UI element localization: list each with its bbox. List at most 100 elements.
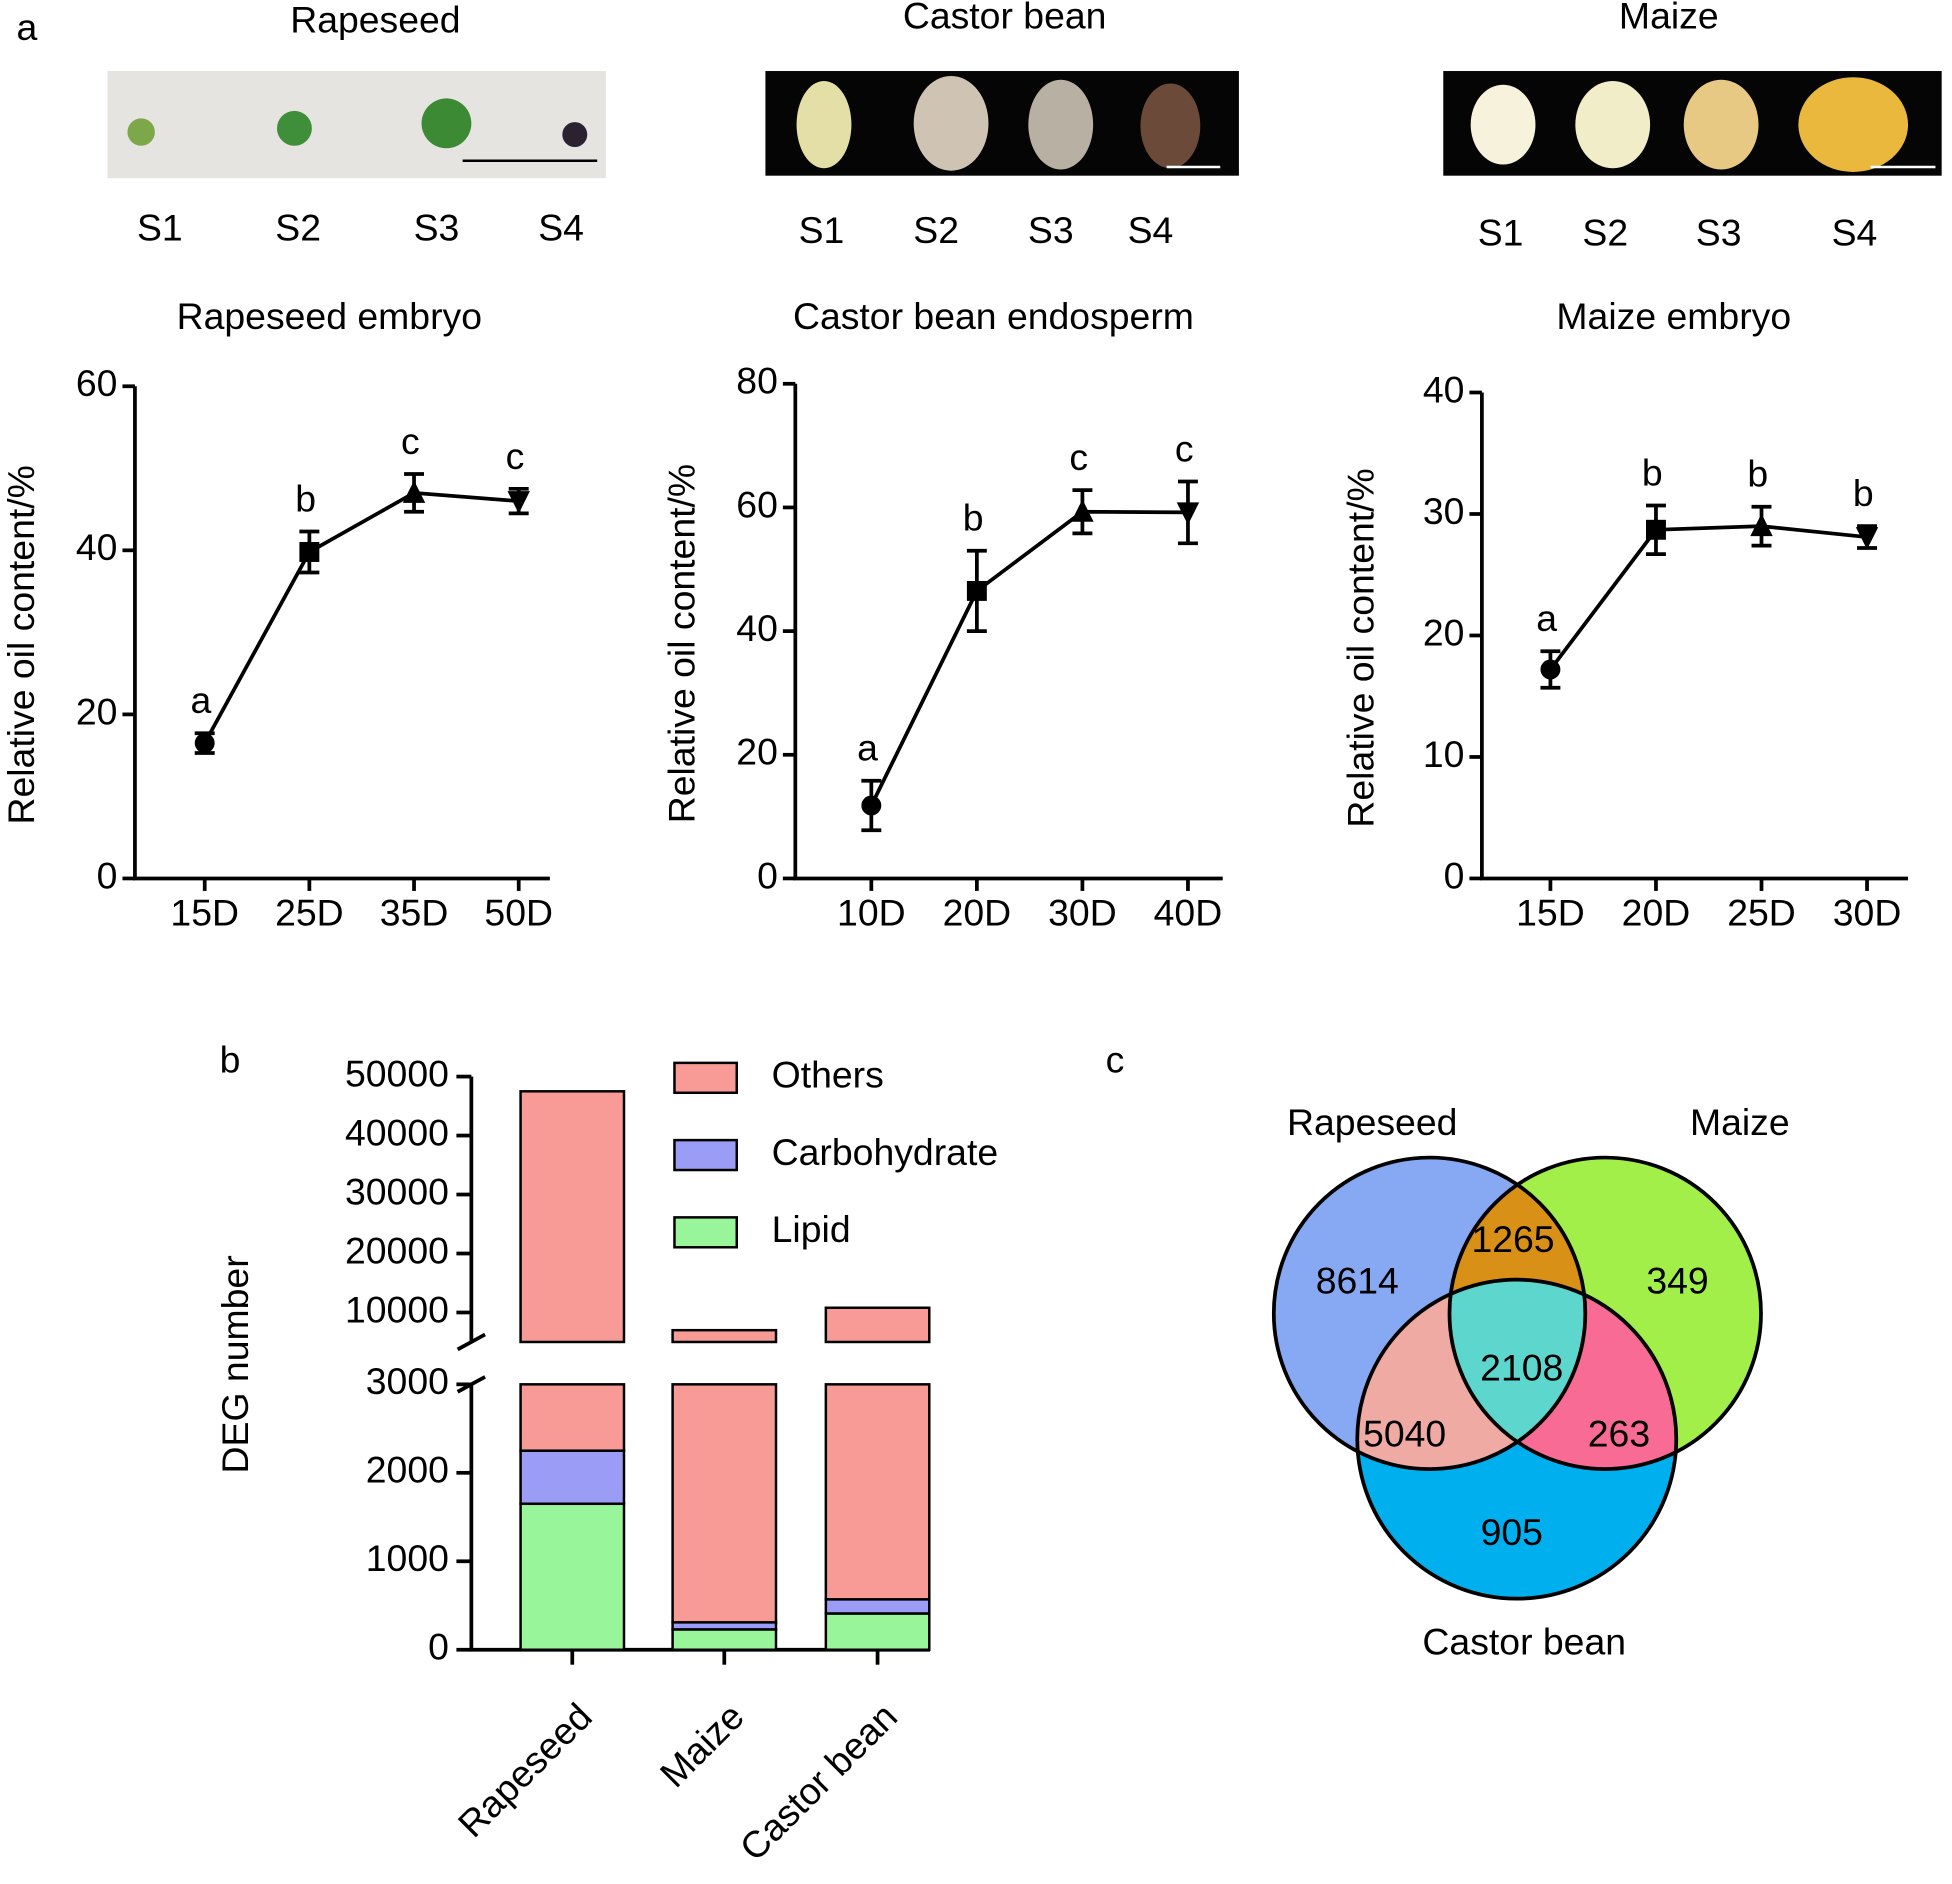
panel-label: b — [220, 1039, 241, 1081]
y-tick-label: 30 — [1423, 490, 1465, 532]
y-tick-label: 10 — [1423, 733, 1465, 775]
venn-count: 349 — [1646, 1259, 1708, 1301]
bar-segment — [671, 1383, 778, 1624]
stage-label: S3 — [1028, 209, 1074, 251]
venn-count: 263 — [1588, 1413, 1650, 1455]
stage-label: S4 — [1128, 209, 1174, 251]
photo-title: Maize — [1619, 0, 1719, 37]
significance-letter: b — [1642, 451, 1663, 493]
marker — [1176, 502, 1200, 525]
bar-segment — [671, 1328, 778, 1344]
data-line — [1548, 524, 1868, 671]
significance-letter: a — [857, 727, 878, 769]
venn-count: 8614 — [1316, 1259, 1399, 1301]
bar-segment — [519, 1090, 626, 1344]
stage-label: S4 — [538, 206, 584, 248]
x-tick-label: 10D — [837, 892, 906, 934]
y-tick-label: 40 — [1423, 368, 1465, 410]
venn-set-label: Rapeseed — [1287, 1101, 1457, 1143]
x-tick-label: 40D — [1154, 892, 1223, 934]
x-tick-label: 30D — [1048, 892, 1117, 934]
marker — [1645, 519, 1666, 540]
significance-letter: c — [401, 420, 420, 462]
x-tick-label: 25D — [1727, 892, 1796, 934]
y-tick-label: 50000 — [345, 1052, 449, 1094]
stage-label: S3 — [414, 206, 460, 248]
axis — [133, 386, 550, 881]
stage-label: S4 — [1832, 211, 1878, 253]
bar-segment — [824, 1612, 931, 1651]
x-tick-label: Rapeseed — [450, 1695, 600, 1845]
bar-segment — [519, 1502, 626, 1651]
y-tick-label: 20 — [736, 731, 778, 773]
photo-rapeseed — [107, 71, 606, 179]
y-tick-label: 30000 — [345, 1170, 449, 1212]
marker — [1855, 527, 1879, 550]
x-tick-label: 30D — [1833, 892, 1902, 934]
legend-swatch — [673, 1138, 739, 1172]
y-tick-label: 20000 — [345, 1229, 449, 1271]
y-axis-label: DEG number — [214, 1255, 256, 1473]
venn-count: 1265 — [1471, 1218, 1554, 1260]
y-tick-label: 20 — [1423, 611, 1465, 653]
venn-outline — [1447, 1155, 1763, 1471]
significance-letter: b — [295, 477, 316, 519]
x-tick-label: 15D — [170, 892, 239, 934]
bar-segment — [519, 1449, 626, 1506]
marker — [1540, 659, 1561, 680]
marker — [299, 542, 320, 562]
marker — [966, 580, 987, 601]
venn-outline — [1271, 1155, 1588, 1471]
y-axis-label: Relative oil content/% — [660, 464, 702, 823]
photo-maize — [1443, 71, 1942, 176]
stage-label: S3 — [1696, 211, 1742, 253]
significance-letter: a — [1536, 597, 1557, 639]
significance-letter: c — [1175, 427, 1194, 469]
y-tick-label: 2000 — [366, 1449, 449, 1491]
photo-title: Castor bean — [903, 0, 1107, 37]
bar-segment — [824, 1598, 931, 1615]
panel-label: c — [1106, 1039, 1125, 1081]
y-tick-label: 80 — [736, 360, 778, 402]
x-tick-label: 20D — [943, 892, 1012, 934]
marker — [507, 491, 530, 514]
y-axis-label: Relative oil content/% — [1339, 468, 1381, 827]
data-line — [203, 491, 519, 744]
chart-title: Maize embryo — [1556, 295, 1791, 337]
stage-label: S1 — [137, 206, 183, 248]
clip-group — [1449, 1279, 1586, 1470]
bar-segment — [824, 1306, 931, 1344]
x-tick-label: Castor bean — [731, 1695, 905, 1869]
venn-set-label: Maize — [1690, 1101, 1790, 1143]
legend-swatch — [673, 1061, 739, 1095]
venn-count: 905 — [1481, 1511, 1543, 1553]
legend-swatch — [673, 1216, 739, 1249]
y-tick-label: 0 — [428, 1626, 449, 1668]
marker — [861, 795, 882, 816]
clip-group — [1449, 1279, 1586, 1470]
significance-letter: a — [191, 679, 212, 721]
venn-set-label: Castor bean — [1422, 1621, 1626, 1663]
significance-letter: c — [1069, 436, 1088, 478]
y-tick-label: 0 — [1444, 854, 1465, 896]
y-tick-label: 60 — [76, 362, 118, 404]
legend-label: Lipid — [772, 1208, 851, 1250]
photo-castor — [765, 71, 1239, 176]
data-line — [869, 509, 1188, 807]
bar-segment — [519, 1383, 626, 1452]
venn-region — [1449, 1279, 1586, 1470]
y-tick-label: 1000 — [366, 1537, 449, 1579]
x-tick-label: Maize — [652, 1695, 752, 1795]
stage-label: S2 — [913, 209, 959, 251]
y-tick-label: 3000 — [366, 1360, 449, 1402]
x-tick-label: 50D — [484, 892, 553, 934]
y-axis-label: Relative oil content/% — [0, 465, 42, 824]
significance-letter: b — [1853, 472, 1874, 514]
y-tick-label: 40000 — [345, 1111, 449, 1153]
stage-label: S2 — [275, 206, 321, 248]
chart-title: Castor bean endosperm — [793, 295, 1194, 337]
stage-label: S1 — [1478, 211, 1524, 253]
venn-count: 2108 — [1480, 1347, 1563, 1389]
